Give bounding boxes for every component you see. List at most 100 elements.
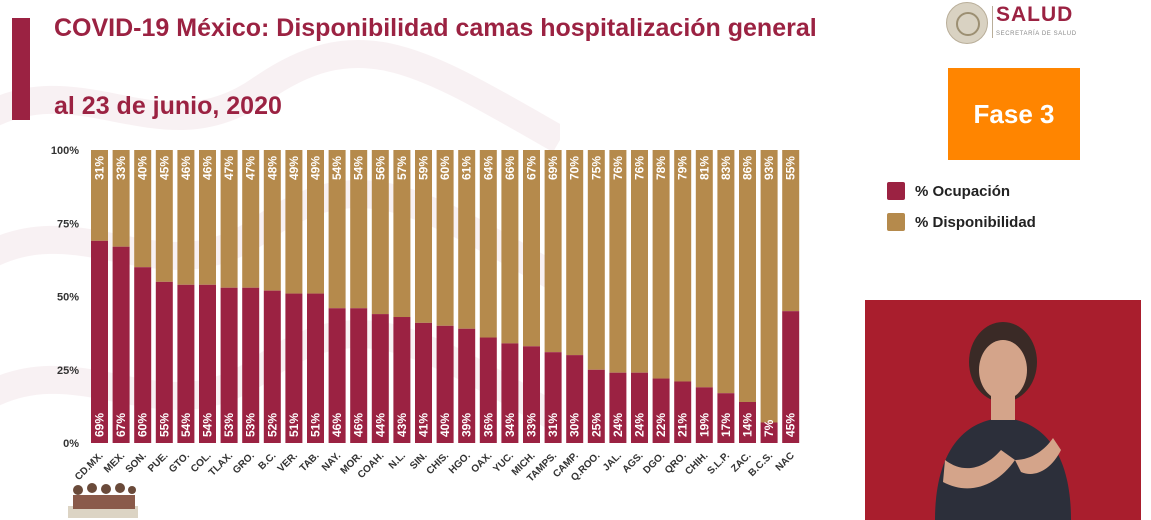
bar-disponibilidad <box>609 150 627 373</box>
x-tick-label: B.C. <box>257 450 279 472</box>
bar-disponibilidad <box>220 150 238 288</box>
x-tick-label: OAX. <box>469 450 494 475</box>
bar-ocupacion <box>717 393 735 443</box>
data-label-ocupacion: 14% <box>741 413 755 437</box>
data-label-disponibilidad: 55% <box>784 156 798 180</box>
bar-ocupacion <box>350 308 368 443</box>
data-label-disponibilidad: 33% <box>114 156 128 180</box>
data-label-disponibilidad: 81% <box>697 156 711 180</box>
bar-ocupacion <box>393 317 411 443</box>
bar-disponibilidad <box>674 150 692 382</box>
data-label-disponibilidad: 54% <box>330 156 344 180</box>
y-tick-label: 75% <box>57 218 79 230</box>
bar-ocupacion <box>479 337 497 443</box>
bar-disponibilidad <box>652 150 670 379</box>
legend-swatch-ocupacion <box>887 182 905 200</box>
bar-disponibilidad <box>350 150 368 309</box>
bar-ocupacion <box>609 372 627 443</box>
data-label-ocupacion: 22% <box>654 413 668 437</box>
bar-ocupacion <box>501 343 519 443</box>
legend-item-disponibilidad: % Disponibilidad <box>887 211 1036 233</box>
bar-ocupacion <box>177 284 195 443</box>
data-label-ocupacion: 21% <box>676 413 690 437</box>
data-label-disponibilidad: 79% <box>676 156 690 180</box>
bar-ocupacion <box>631 372 648 443</box>
x-tick-label: PUE. <box>146 450 170 474</box>
bar-disponibilidad <box>760 150 778 423</box>
bar-disponibilidad <box>479 150 497 338</box>
legend-swatch-disponibilidad <box>887 213 905 231</box>
bar-disponibilidad <box>134 150 152 268</box>
data-label-disponibilidad: 56% <box>373 156 387 180</box>
bar-ocupacion <box>652 378 670 443</box>
bar-disponibilidad <box>587 150 605 370</box>
data-label-disponibilidad: 47% <box>222 156 236 180</box>
logo-tagline: SECRETARÍA DE SALUD <box>996 31 1077 37</box>
bar-ocupacion <box>415 322 432 443</box>
data-label-ocupacion: 51% <box>287 413 301 437</box>
data-label-ocupacion: 30% <box>568 413 582 437</box>
bar-ocupacion <box>760 422 778 443</box>
page-title: COVID-19 México: Disponibilidad camas ho… <box>54 14 817 42</box>
x-tick-label: TAB. <box>298 450 322 474</box>
bar-disponibilidad <box>393 150 411 318</box>
bar-ocupacion <box>285 293 303 443</box>
bar-disponibilidad <box>371 150 389 315</box>
bar-ocupacion <box>458 328 476 443</box>
sign-language-interpreter-video <box>865 300 1141 520</box>
bar-disponibilidad <box>112 150 130 247</box>
data-label-disponibilidad: 70% <box>568 156 582 180</box>
bar-ocupacion <box>523 346 540 443</box>
data-label-ocupacion: 54% <box>201 413 215 437</box>
bar-disponibilidad <box>544 150 562 353</box>
data-label-ocupacion: 17% <box>719 413 733 437</box>
legend-label-ocupacion: % Ocupación <box>915 182 1011 200</box>
bar-ocupacion <box>782 311 800 443</box>
data-label-ocupacion: 46% <box>330 413 344 437</box>
bar-disponibilidad <box>242 150 260 288</box>
stacked-bar-chart: 0%25%50%75%100%69%31%CD.MX.67%33%MEX.60%… <box>51 145 800 484</box>
data-label-disponibilidad: 47% <box>244 156 258 180</box>
logo-name: SALUD <box>996 3 1074 26</box>
data-label-disponibilidad: 67% <box>525 156 539 180</box>
fase-badge: Fase 3 <box>948 68 1080 160</box>
x-tick-label: N.L. <box>387 450 408 471</box>
bar-ocupacion <box>91 240 108 443</box>
bar-ocupacion <box>263 290 281 443</box>
bar-disponibilidad <box>263 150 281 291</box>
data-label-ocupacion: 45% <box>784 413 798 437</box>
x-tick-label: SON. <box>124 450 149 475</box>
bar-disponibilidad <box>695 150 713 388</box>
data-label-disponibilidad: 83% <box>719 156 733 180</box>
bar-disponibilidad <box>631 150 648 373</box>
page-subtitle: al 23 de junio, 2020 <box>54 92 282 120</box>
bar-ocupacion <box>587 369 605 443</box>
x-tick-label: HGO. <box>447 450 473 476</box>
data-label-ocupacion: 25% <box>589 413 603 437</box>
data-label-ocupacion: 69% <box>93 413 107 437</box>
data-label-ocupacion: 55% <box>157 413 171 437</box>
data-label-disponibilidad: 46% <box>179 156 193 180</box>
bar-disponibilidad <box>177 150 195 285</box>
bar-disponibilidad <box>458 150 476 329</box>
x-tick-label: MEX. <box>102 450 127 475</box>
data-label-ocupacion: 19% <box>697 413 711 437</box>
data-label-ocupacion: 34% <box>503 413 517 437</box>
x-tick-label: CHIS. <box>425 450 452 477</box>
data-label-disponibilidad: 54% <box>352 156 366 180</box>
x-tick-label: NAC <box>774 450 797 473</box>
data-label-ocupacion: 52% <box>265 413 279 437</box>
legend-label-disponibilidad: % Disponibilidad <box>915 213 1036 231</box>
data-label-disponibilidad: 45% <box>157 156 171 180</box>
bar-ocupacion <box>436 325 454 443</box>
bar-ocupacion <box>112 246 130 443</box>
data-label-ocupacion: 53% <box>222 413 236 437</box>
data-label-disponibilidad: 75% <box>589 156 603 180</box>
data-label-disponibilidad: 46% <box>201 156 215 180</box>
data-label-ocupacion: 54% <box>179 413 193 437</box>
bar-disponibilidad <box>501 150 519 344</box>
bar-ocupacion <box>739 401 756 443</box>
data-label-ocupacion: 44% <box>373 413 387 437</box>
x-tick-label: GTO. <box>167 450 192 475</box>
bar-ocupacion <box>544 352 562 443</box>
